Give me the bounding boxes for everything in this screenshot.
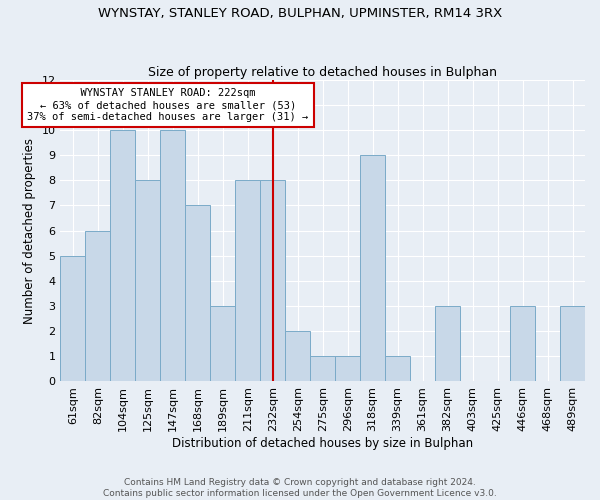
Bar (235, 180, 260, 382)
Bar (385, 356, 410, 382)
Bar (61, 256, 85, 382)
Title: Size of property relative to detached houses in Bulphan: Size of property relative to detached ho… (148, 66, 497, 78)
X-axis label: Distribution of detached houses by size in Bulphan: Distribution of detached houses by size … (172, 437, 473, 450)
Bar (110, 130, 136, 382)
Bar (185, 206, 210, 382)
Text: WYNSTAY STANLEY ROAD: 222sqm  
← 63% of detached houses are smaller (53)
37% of : WYNSTAY STANLEY ROAD: 222sqm ← 63% of de… (27, 88, 308, 122)
Text: WYNSTAY, STANLEY ROAD, BULPHAN, UPMINSTER, RM14 3RX: WYNSTAY, STANLEY ROAD, BULPHAN, UPMINSTE… (98, 8, 502, 20)
Bar (260, 180, 285, 382)
Bar (360, 155, 385, 382)
Bar (335, 356, 360, 382)
Bar (160, 130, 185, 382)
Bar (560, 306, 585, 382)
Bar (510, 306, 535, 382)
Bar (85, 230, 110, 382)
Bar (310, 356, 335, 382)
Bar (136, 180, 160, 382)
Bar (210, 306, 235, 382)
Bar (285, 331, 310, 382)
Y-axis label: Number of detached properties: Number of detached properties (23, 138, 36, 324)
Bar (435, 306, 460, 382)
Text: Contains HM Land Registry data © Crown copyright and database right 2024.
Contai: Contains HM Land Registry data © Crown c… (103, 478, 497, 498)
